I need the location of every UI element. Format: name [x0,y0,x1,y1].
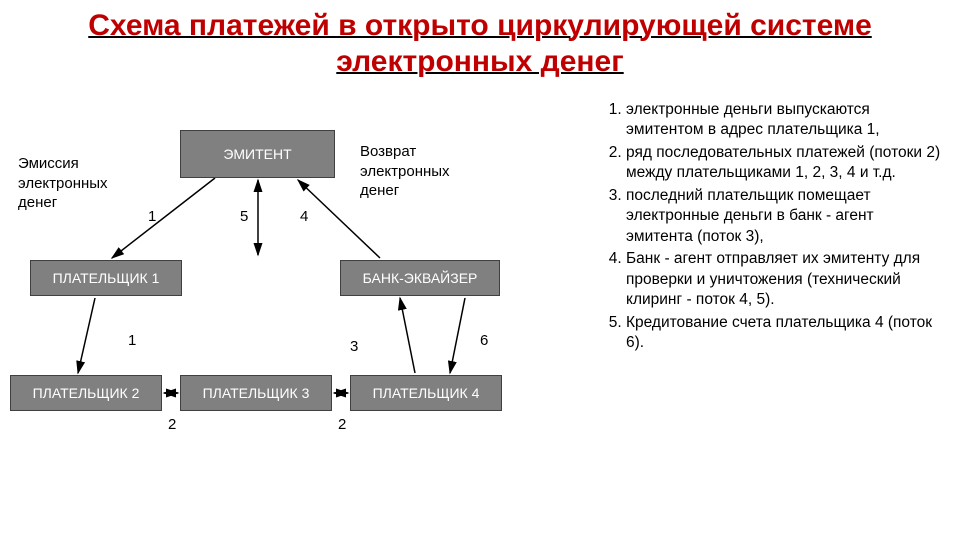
edge-2a: 2 [168,416,176,433]
list-item: ряд последовательных платежей (потоки 2)… [626,143,942,184]
node-emitent: ЭМИТЕНТ [180,130,335,178]
label-return: Возврат электронных денег [360,142,490,201]
list-item: последний плательщик помещает электронны… [626,186,942,247]
node-payer1: ПЛАТЕЛЬЩИК 1 [30,260,182,296]
content-row: Эмиссия электронных денег Возврат электр… [0,100,960,430]
page-title: Схема платежей в открыто циркулирующей с… [0,0,960,84]
node-payer4: ПЛАТЕЛЬЩИК 4 [350,375,502,411]
list-item: электронные деньги выпускаются эмитентом… [626,100,942,141]
edge-5: 5 [240,208,248,225]
edge-1b: 1 [128,332,136,349]
list-item: Кредитование счета плательщика 4 (поток … [626,313,942,354]
label-emission: Эмиссия электронных денег [18,154,148,213]
edge-2b: 2 [338,416,346,433]
node-payer3: ПЛАТЕЛЬЩИК 3 [180,375,332,411]
node-bank: БАНК-ЭКВАЙЗЕР [340,260,500,296]
edge-3: 3 [350,338,358,355]
edge-1a: 1 [148,208,156,225]
flow-diagram: Эмиссия электронных денег Возврат электр… [0,100,600,430]
description-list: электронные деньги выпускаются эмитентом… [600,100,950,430]
list-item: Банк - агент отправляет их эмитенту для … [626,249,942,310]
edge-6: 6 [480,332,488,349]
edge-4: 4 [300,208,308,225]
node-payer2: ПЛАТЕЛЬЩИК 2 [10,375,162,411]
